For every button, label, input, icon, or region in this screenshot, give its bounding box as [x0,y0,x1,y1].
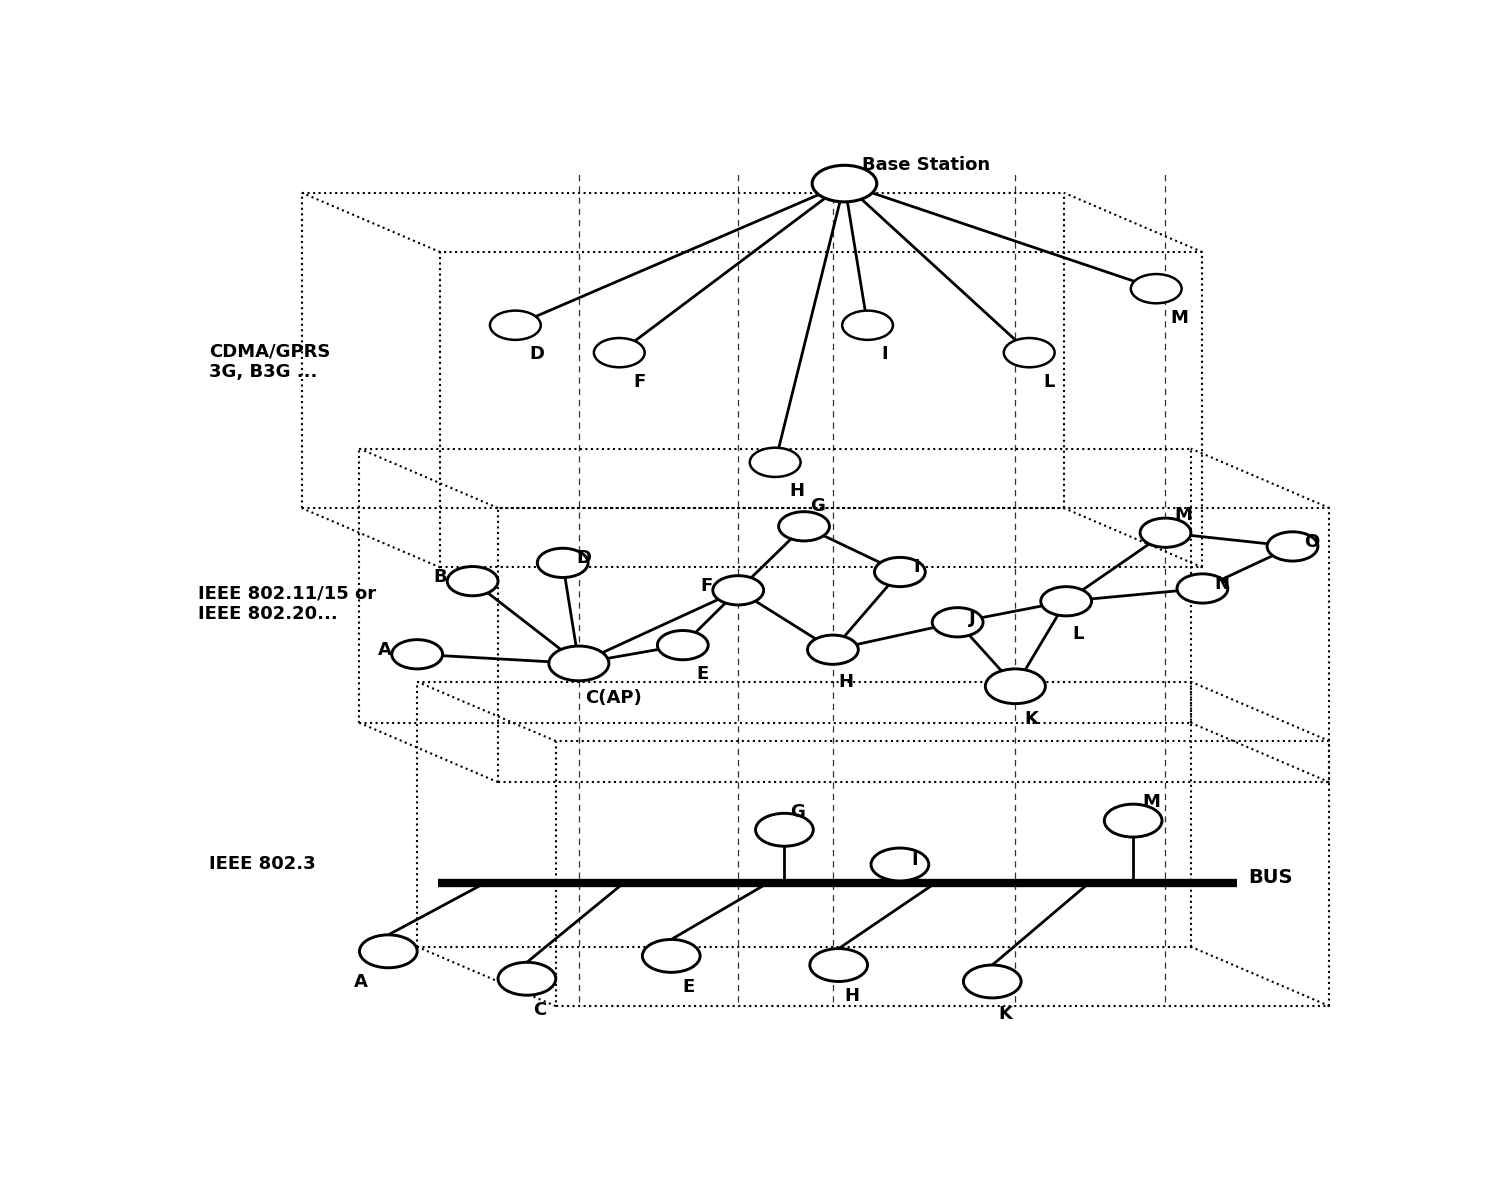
Text: L: L [1043,373,1055,391]
Text: A: A [378,641,392,659]
Ellipse shape [359,935,417,967]
Text: O: O [1304,533,1319,551]
Ellipse shape [755,813,814,846]
Text: M: M [1143,793,1161,812]
Ellipse shape [1177,573,1228,603]
Ellipse shape [642,939,700,972]
Ellipse shape [498,963,556,995]
Text: IEEE 802.11/15 or
IEEE 802.20...: IEEE 802.11/15 or IEEE 802.20... [198,585,375,623]
Ellipse shape [842,311,893,339]
Text: H: H [839,673,854,692]
Text: C: C [532,1001,545,1018]
Ellipse shape [985,669,1046,704]
Ellipse shape [657,630,708,660]
Text: M: M [1174,506,1192,523]
Text: Base Station: Base Station [861,157,989,174]
Text: K: K [1025,710,1039,728]
Ellipse shape [808,635,858,665]
Ellipse shape [538,548,589,578]
Ellipse shape [490,311,541,339]
Ellipse shape [712,576,763,605]
Ellipse shape [1131,274,1182,304]
Text: I: I [913,558,921,577]
Text: A: A [353,973,368,991]
Text: L: L [1071,626,1083,643]
Text: C(AP): C(AP) [584,688,641,707]
Ellipse shape [812,165,876,202]
Ellipse shape [811,948,867,982]
Ellipse shape [933,608,983,637]
Text: D: D [529,345,544,363]
Text: F: F [633,373,645,391]
Text: I: I [882,345,888,363]
Ellipse shape [1004,338,1055,367]
Text: G: G [811,497,824,515]
Ellipse shape [749,447,800,477]
Ellipse shape [875,558,925,586]
Text: K: K [998,1005,1012,1023]
Ellipse shape [1040,586,1092,616]
Text: E: E [682,978,694,996]
Text: G: G [790,802,805,820]
Text: J: J [968,609,976,627]
Text: BUS: BUS [1249,868,1293,887]
Text: F: F [700,577,712,595]
Text: H: H [790,482,805,501]
Text: N: N [1214,575,1229,592]
Text: I: I [912,851,918,869]
Text: H: H [845,986,860,1005]
Text: D: D [577,550,592,567]
Ellipse shape [964,965,1021,998]
Text: IEEE 802.3: IEEE 802.3 [209,856,316,874]
Ellipse shape [1266,532,1317,561]
Ellipse shape [392,640,443,669]
Ellipse shape [779,512,830,541]
Ellipse shape [595,338,645,367]
Ellipse shape [548,646,609,681]
Text: M: M [1170,309,1188,326]
Text: CDMA/GPRS
3G, B3G ...: CDMA/GPRS 3G, B3G ... [209,342,331,381]
Text: B: B [434,567,447,585]
Ellipse shape [447,566,498,596]
Text: E: E [697,665,709,684]
Ellipse shape [1104,804,1162,837]
Ellipse shape [872,848,928,881]
Ellipse shape [1140,518,1191,547]
